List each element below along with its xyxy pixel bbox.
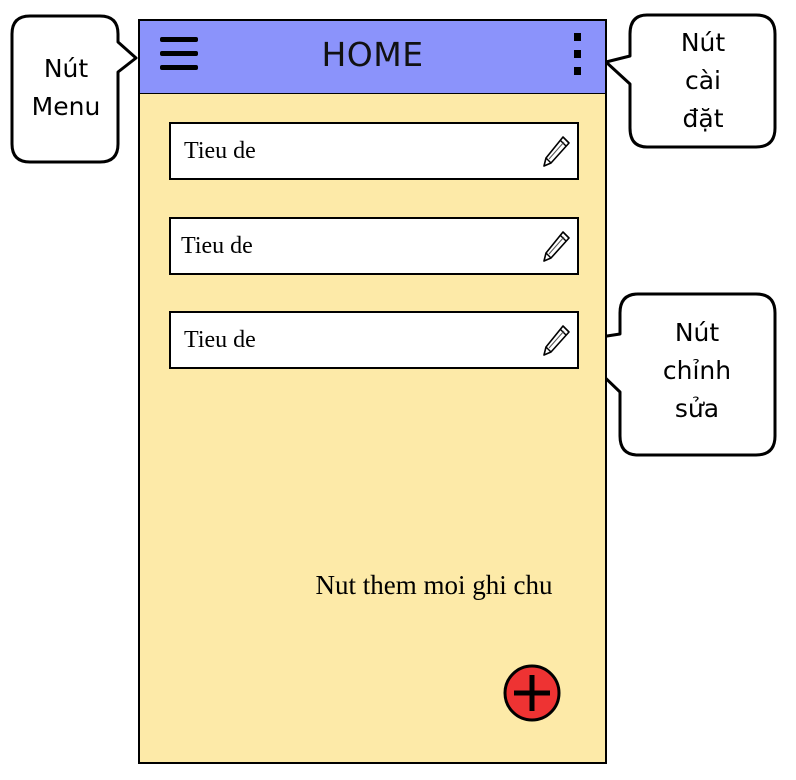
callout-settings-label: Nút cài đặt — [632, 24, 774, 138]
callout-edit-line: Nút — [674, 318, 720, 347]
note-item[interactable]: Tieu de — [169, 217, 579, 275]
callout-menu-line: Menu — [31, 92, 101, 121]
note-item[interactable]: Tieu de — [169, 311, 579, 369]
note-title: Tieu de — [184, 327, 256, 353]
note-item[interactable]: Tieu de — [169, 122, 579, 180]
add-note-button[interactable] — [503, 664, 561, 722]
pencil-icon[interactable] — [541, 135, 571, 169]
page-title: HOME — [321, 35, 424, 74]
callout-edit-line: sửa — [674, 394, 720, 423]
callout-settings-line: Nút — [680, 28, 726, 57]
hamburger-menu-icon[interactable] — [160, 35, 200, 73]
phone-screen: HOME Tieu de Tieu de Tieu de — [138, 19, 607, 764]
callout-settings-line: đặt — [682, 104, 724, 133]
callout-menu-label: Nút Menu — [18, 50, 114, 126]
callout-edit-label: Nút chỉnh sửa — [622, 314, 772, 428]
callout-menu-bubble — [10, 14, 138, 164]
pencil-icon[interactable] — [541, 230, 571, 264]
note-title: Tieu de — [181, 233, 253, 259]
more-vertical-icon[interactable] — [571, 33, 585, 77]
callout-menu-line: Nút — [43, 54, 89, 83]
callout-edit-line: chỉnh — [662, 356, 732, 385]
note-title: Tieu de — [184, 138, 256, 164]
pencil-icon[interactable] — [541, 324, 571, 358]
app-bar: HOME — [140, 21, 605, 94]
callout-settings-line: cài — [684, 66, 721, 95]
callout-edit-bubble — [566, 292, 777, 457]
callout-add-label: Nut them moi ghi chu — [315, 570, 553, 600]
callout-settings-bubble — [604, 13, 777, 149]
